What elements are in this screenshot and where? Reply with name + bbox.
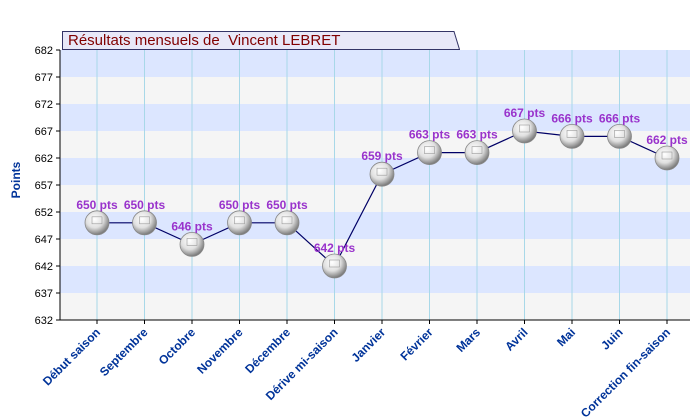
plot-background-bands — [60, 50, 690, 320]
data-label: 667 pts — [504, 106, 546, 120]
marker-emblem — [614, 130, 625, 138]
y-tick-label: 637 — [35, 288, 53, 300]
marker-emblem — [661, 151, 673, 160]
data-label: 663 pts — [456, 128, 498, 142]
y-tick-label: 667 — [35, 126, 53, 138]
x-tick-label: Février — [397, 325, 435, 363]
data-point-marker — [179, 231, 205, 257]
data-point-marker — [607, 123, 632, 149]
marker-emblem — [424, 146, 435, 154]
y-tick-label: 677 — [35, 72, 53, 84]
x-tick-label: Mars — [453, 325, 483, 355]
data-point-marker — [322, 253, 347, 279]
series-markers — [84, 118, 680, 279]
x-tick-label: Avril — [502, 325, 530, 353]
x-tick-label: Début saison — [40, 325, 103, 388]
data-label: 642 pts — [314, 241, 356, 255]
data-label: 650 pts — [266, 198, 308, 212]
data-point-marker — [369, 161, 395, 187]
data-label: 650 pts — [219, 198, 261, 212]
data-point-marker — [132, 210, 157, 236]
plot-band — [60, 212, 690, 239]
x-tick-label: Mai — [554, 325, 578, 349]
plot-band — [60, 293, 690, 320]
marker-emblem — [234, 216, 245, 225]
y-tick-label: 662 — [35, 153, 53, 165]
data-label: 662 pts — [646, 133, 688, 147]
x-tick-label: Janvier — [349, 325, 389, 365]
marker-emblem — [471, 146, 483, 154]
data-point-marker — [274, 210, 300, 236]
x-tick-label: Octobre — [156, 325, 199, 368]
y-tick-label: 657 — [35, 180, 53, 192]
plot-band — [60, 239, 690, 266]
y-tick-label: 682 — [35, 45, 53, 57]
data-point-marker — [559, 123, 585, 149]
vertical-gridlines — [96, 50, 668, 320]
marker-emblem — [281, 216, 293, 225]
data-labels: 650 pts 650 pts 646 pts 650 pts 650 pts 642 p… — [76, 106, 688, 255]
x-tick-label: Novembre — [194, 325, 246, 377]
marker-emblem — [139, 216, 150, 225]
plot-band — [60, 104, 690, 131]
data-label: 666 pts — [551, 111, 593, 125]
data-point-marker — [417, 140, 442, 166]
data-point-marker — [654, 145, 680, 171]
data-point-marker — [227, 210, 252, 236]
marker-emblem — [519, 124, 530, 133]
data-label: 663 pts — [409, 128, 451, 142]
plot-band — [60, 50, 690, 77]
x-tick-label: Septembre — [97, 325, 151, 379]
plot-band — [60, 266, 690, 293]
y-tick-label: 652 — [35, 207, 53, 219]
data-label: 659 pts — [361, 149, 403, 163]
chart-title: Résultats mensuels de Vincent LEBRET — [68, 32, 341, 49]
y-axis-label-text: Points — [9, 161, 23, 199]
data-label: 650 pts — [76, 198, 118, 212]
x-tick-label: Correction fin-saison — [578, 325, 673, 420]
data-point-marker — [512, 118, 537, 144]
y-tick-label: 647 — [35, 234, 53, 246]
marker-emblem — [566, 130, 578, 138]
data-label: 650 pts — [124, 198, 166, 212]
marker-emblem — [186, 238, 198, 246]
data-label: 646 pts — [171, 219, 213, 233]
x-tick-label: Décembre — [242, 325, 293, 376]
y-tick-label: 632 — [35, 315, 53, 327]
marker-emblem — [376, 167, 388, 176]
plot-band — [60, 185, 690, 212]
y-tick-label: 642 — [35, 261, 53, 273]
plot-band — [60, 131, 690, 158]
marker-emblem — [329, 259, 340, 268]
data-label: 666 pts — [599, 111, 641, 125]
title-tab — [62, 31, 460, 50]
marker-emblem — [91, 216, 103, 225]
x-tick-label: Juin — [598, 325, 625, 352]
y-axis-label: Points — [4, 160, 28, 200]
data-point-marker — [84, 210, 110, 236]
plot-band — [60, 77, 690, 104]
y-tick-labels: 682 677 672 667 662 657 652 647 642 637 632 — [35, 45, 60, 327]
data-point-marker — [464, 140, 490, 166]
y-tick-label: 672 — [35, 99, 53, 111]
